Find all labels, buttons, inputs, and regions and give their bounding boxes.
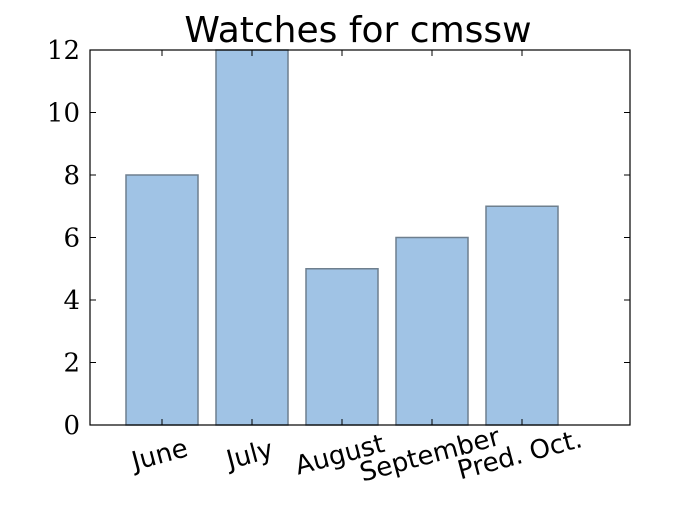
y-tick-label: 0: [63, 411, 80, 441]
bar-june: [125, 174, 199, 426]
y-tick-label: 4: [63, 286, 80, 316]
y-tick-label: 2: [63, 349, 80, 379]
y-tick-label: 10: [47, 99, 80, 129]
axes-layer: [89, 49, 631, 426]
x-tick-label: July: [222, 435, 277, 477]
x-tick-label: June: [127, 433, 191, 477]
chart-title: Watches for cmssw: [184, 10, 531, 51]
y-tick-label: 12: [47, 36, 80, 66]
y-tick-label: 6: [63, 224, 80, 254]
bar-july: [215, 49, 289, 426]
y-tick-label: 8: [63, 161, 80, 191]
bar-pred-oct: [485, 205, 559, 426]
bar-august: [305, 268, 379, 426]
bars-layer: [125, 49, 559, 426]
y-axis: 0 2 4 6 8 10 12: [47, 36, 80, 441]
bar-september: [395, 236, 469, 426]
